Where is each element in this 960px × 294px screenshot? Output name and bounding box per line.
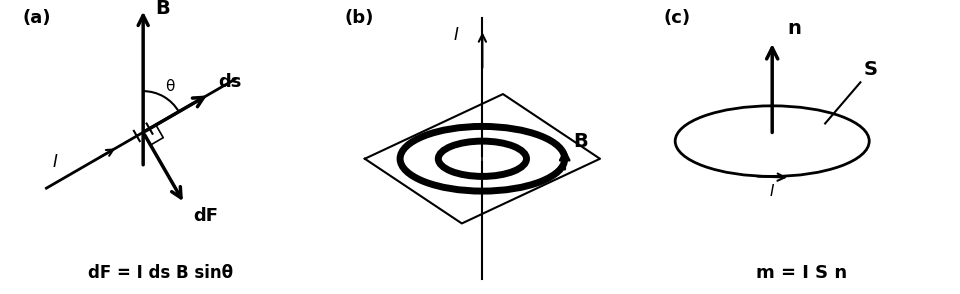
- Text: m = I S n: m = I S n: [756, 264, 847, 282]
- Text: I: I: [52, 153, 58, 171]
- Text: I: I: [454, 26, 459, 44]
- Text: ds: ds: [218, 73, 242, 91]
- Text: dF: dF: [193, 206, 218, 225]
- Text: I: I: [770, 184, 775, 199]
- Text: (b): (b): [345, 9, 373, 27]
- Text: B: B: [573, 132, 588, 151]
- Text: θ: θ: [165, 79, 175, 94]
- Text: (a): (a): [23, 9, 51, 27]
- Text: B: B: [155, 0, 170, 18]
- Text: dF = I ds B sinθ: dF = I ds B sinθ: [88, 264, 233, 282]
- Text: n: n: [787, 19, 801, 38]
- Text: (c): (c): [663, 9, 690, 27]
- Text: S: S: [863, 60, 877, 79]
